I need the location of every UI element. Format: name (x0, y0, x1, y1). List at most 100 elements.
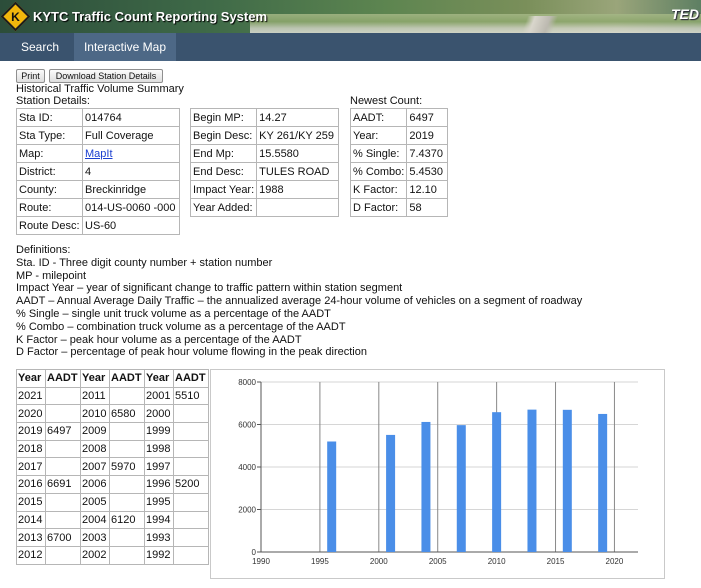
field-label: Impact Year: (189, 180, 258, 199)
mapit-link[interactable]: MapIt (85, 147, 113, 160)
x-tick-label: 2020 (606, 557, 624, 566)
bar-1996 (327, 441, 337, 552)
history-year-cell: 1996 (144, 475, 174, 494)
field-label: % Combo: (349, 162, 408, 181)
station-row: Sta Type: Full Coverage (16, 126, 180, 145)
history-aadt-cell: 6700 (45, 528, 81, 547)
history-aadt-cell: 5970 (109, 457, 145, 477)
nav-interactive-map[interactable]: Interactive Map (74, 33, 176, 61)
history-row: 2015 2005 1995 (16, 492, 209, 512)
kytc-logo: K (0, 1, 31, 32)
definition-line: AADT – Annual Average Daily Traffic – th… (16, 295, 583, 308)
definition-line: % Combo – combination truck volume as a … (16, 320, 346, 333)
history-aadt-cell (45, 386, 81, 406)
station-row: Map: MapIt (16, 144, 180, 163)
y-tick-label: 4000 (238, 463, 256, 472)
history-aadt-cell: 5200 (173, 475, 209, 494)
field-label: Route Desc: (16, 216, 83, 235)
field-label: County: (16, 180, 83, 199)
col-header-aadt: AADT (45, 369, 81, 388)
x-tick-label: 1995 (311, 557, 329, 566)
history-year-cell: 2018 (16, 439, 46, 459)
history-year-cell: 2006 (80, 475, 110, 494)
aadt-chart: 0 2000 4000 6000 8000 1990 1995 2000 2005 2010 201… (210, 369, 665, 579)
field-label: Sta Type: (16, 126, 83, 145)
field-value: 5.4530 (406, 162, 448, 181)
field-label: Year: (349, 126, 408, 145)
history-aadt-cell (45, 439, 81, 459)
station-row: District: 4 (16, 162, 180, 181)
nav-search[interactable]: Search (20, 40, 60, 54)
newest-row: D Factor: 58 (349, 198, 448, 217)
history-year-cell: 2016 (16, 475, 46, 494)
station-row: Route: 014-US-0060 -000 (16, 198, 180, 217)
history-row: 2018 2008 1998 (16, 439, 209, 459)
definition-line: K Factor – peak hour volume as a percent… (16, 333, 302, 346)
download-station-details-button[interactable]: Download Station Details (49, 69, 163, 83)
history-aadt-cell: 5510 (173, 386, 209, 406)
field-value: 14.27 (256, 108, 339, 127)
bar-2013 (527, 409, 537, 552)
segment-row: Year Added: (189, 198, 339, 217)
history-aadt-cell: 6497 (45, 422, 81, 441)
field-value (256, 198, 339, 217)
history-aadt-cell (109, 439, 145, 459)
bar-2019 (598, 413, 608, 552)
history-header-row: Year AADT Year AADT Year AADT (16, 369, 209, 388)
history-year-cell: 1995 (144, 492, 174, 512)
segment-row: Begin MP: 14.27 (189, 108, 339, 127)
col-header-aadt: AADT (109, 369, 145, 388)
field-label: End Desc: (189, 162, 258, 181)
segment-row: Impact Year: 1988 (189, 180, 339, 199)
history-year-cell: 1993 (144, 528, 174, 547)
history-aadt-cell (173, 528, 209, 547)
history-aadt-cell (109, 545, 145, 565)
field-label: Sta ID: (16, 108, 83, 127)
newest-row: % Single: 7.4370 (349, 144, 448, 163)
field-label: District: (16, 162, 83, 181)
history-aadt-cell (173, 510, 209, 530)
bar-2001 (386, 434, 396, 552)
history-aadt-cell (45, 492, 81, 512)
field-label: Begin Desc: (189, 126, 258, 145)
history-year-cell: 1992 (144, 545, 174, 565)
field-value: 12.10 (406, 180, 448, 199)
history-aadt-cell (173, 545, 209, 565)
field-label: Year Added: (189, 198, 258, 217)
bar-2010 (492, 412, 502, 552)
field-value: Full Coverage (82, 126, 180, 145)
history-aadt-cell (173, 439, 209, 459)
field-value: US-60 (82, 216, 180, 235)
history-aadt-cell (45, 457, 81, 477)
field-label: Begin MP: (189, 108, 258, 127)
x-tick-label: 2000 (370, 557, 388, 566)
y-tick-label: 0 (252, 548, 257, 557)
field-value: 014-US-0060 -000 (82, 198, 180, 217)
history-aadt-cell (45, 545, 81, 565)
aadt-bar-chart-svg: 0 2000 4000 6000 8000 1990 1995 2000 2005 2010 201… (238, 378, 638, 566)
print-button[interactable]: Print (16, 69, 45, 83)
history-year-cell: 2004 (80, 510, 110, 530)
col-header-aadt: AADT (173, 369, 209, 388)
history-row: 2017 2007 5970 1997 (16, 457, 209, 477)
history-aadt-cell (173, 457, 209, 477)
bar-2007 (456, 425, 466, 552)
banner-road-image (505, 16, 575, 33)
field-value: 2019 (406, 126, 448, 145)
history-year-cell: 2021 (16, 386, 46, 406)
history-aadt-cell (45, 510, 81, 530)
newest-row: % Combo: 5.4530 (349, 162, 448, 181)
history-year-cell: 2000 (144, 404, 174, 424)
field-value: 58 (406, 198, 448, 217)
history-aadt-cell (173, 422, 209, 441)
history-year-cell: 2020 (16, 404, 46, 424)
banner-scenery (250, 14, 701, 33)
definition-line: % Single – single unit truck volume as a… (16, 307, 331, 320)
history-aadt-cell (173, 492, 209, 512)
station-row: County: Breckinridge (16, 180, 180, 199)
history-year-cell: 2008 (80, 439, 110, 459)
history-aadt-cell (109, 528, 145, 547)
history-row: 2016 6691 2006 1996 5200 (16, 475, 209, 494)
definitions-title: Definitions: (16, 244, 71, 256)
history-year-cell: 1994 (144, 510, 174, 530)
